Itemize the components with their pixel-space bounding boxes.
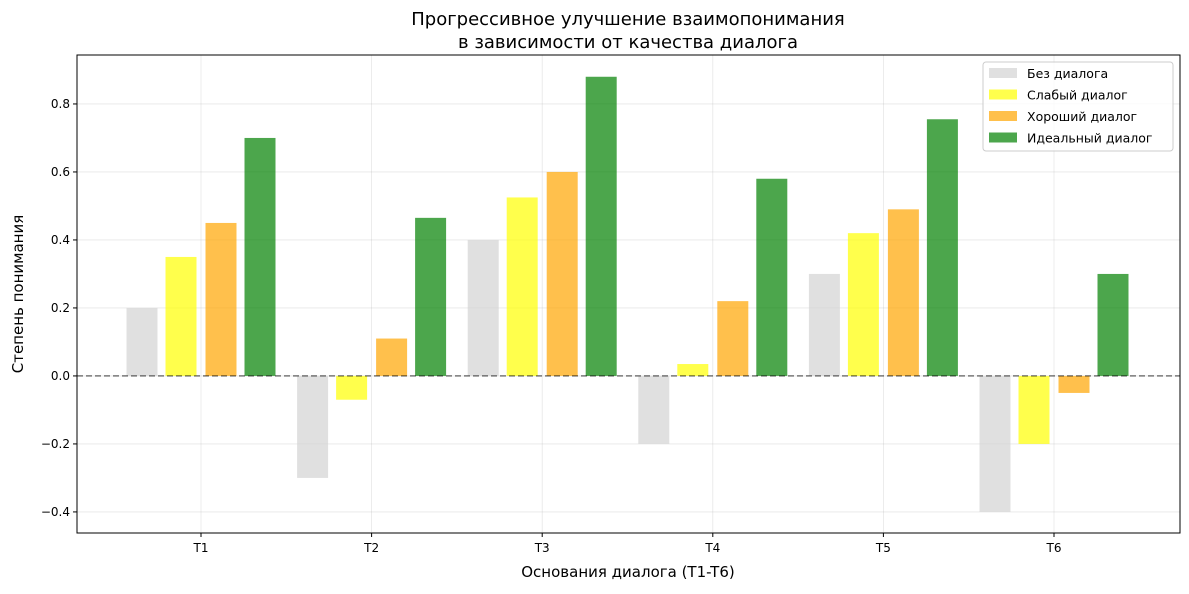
legend: Без диалога Слабый диалог Хороший диалог Ид… [982,61,1174,152]
bar-T2-series-0 [297,375,329,478]
y-axis: −0.4 −0.2 0.0 0.2 0.4 0.6 0.8 [41,97,77,519]
bar-T6-series-0 [979,375,1011,512]
bar-T2-series-3 [415,217,447,376]
bar-T4-series-0 [638,375,670,444]
y-tick-label: 0.8 [51,97,70,111]
bar-T4-series-2 [717,301,749,376]
bar-T5-series-1 [847,233,879,376]
y-tick-label: 0.6 [51,165,70,179]
bar-T2-series-1 [336,375,368,400]
legend-swatch [989,68,1017,78]
legend-swatch [989,132,1017,143]
bar-T1-series-0 [126,307,158,376]
chart-title-line-1: Прогрессивное улучшение взаимопонимания [411,9,845,30]
x-axis-label: Основания диалога (T1-T6) [521,563,735,581]
bar-T5-series-0 [808,273,840,376]
bar-T6-series-1 [1018,375,1050,444]
bars [126,76,1129,512]
bar-T1-series-1 [165,256,197,376]
plot-frame [76,54,1181,534]
y-axis-label: Степень понимания [9,215,27,374]
bar-T3-series-1 [506,197,538,376]
legend-swatch [989,89,1017,100]
x-tick-label: T4 [704,541,720,555]
legend-box [982,61,1174,152]
legend-label: Хороший диалог [1027,109,1137,124]
legend-label: Слабый диалог [1027,88,1128,103]
x-axis: T1 T2 T3 T4 T5 T6 [193,533,1062,555]
y-tick-label: 0.4 [51,233,70,247]
bar-T4-series-1 [677,364,709,376]
legend-label: Без диалога [1027,66,1108,81]
legend-label: Идеальный диалог [1027,131,1152,146]
bar-T5-series-3 [926,119,958,376]
x-tick-label: T2 [363,541,379,555]
x-tick-label: T3 [534,541,550,555]
x-tick-label: T6 [1046,541,1062,555]
legend-swatch [989,111,1017,121]
bar-T3-series-3 [585,76,617,376]
bar-T1-series-3 [244,137,276,376]
x-tick-label: T1 [193,541,209,555]
bar-T6-series-2 [1058,375,1090,393]
bar-T5-series-2 [887,209,919,376]
chart-title-line-2: в зависимости от качества диалога [458,32,798,53]
bar-T6-series-3 [1097,273,1129,376]
bar-T3-series-0 [467,239,499,376]
bar-T2-series-2 [376,338,408,376]
bar-T4-series-3 [756,178,788,376]
x-tick-label: T5 [875,541,891,555]
y-tick-label: −0.2 [41,437,70,451]
bar-T3-series-2 [546,171,578,376]
y-tick-label: −0.4 [41,505,70,519]
y-tick-label: 0.2 [51,301,70,315]
y-tick-label: 0.0 [51,369,70,383]
bar-T1-series-2 [205,222,237,376]
